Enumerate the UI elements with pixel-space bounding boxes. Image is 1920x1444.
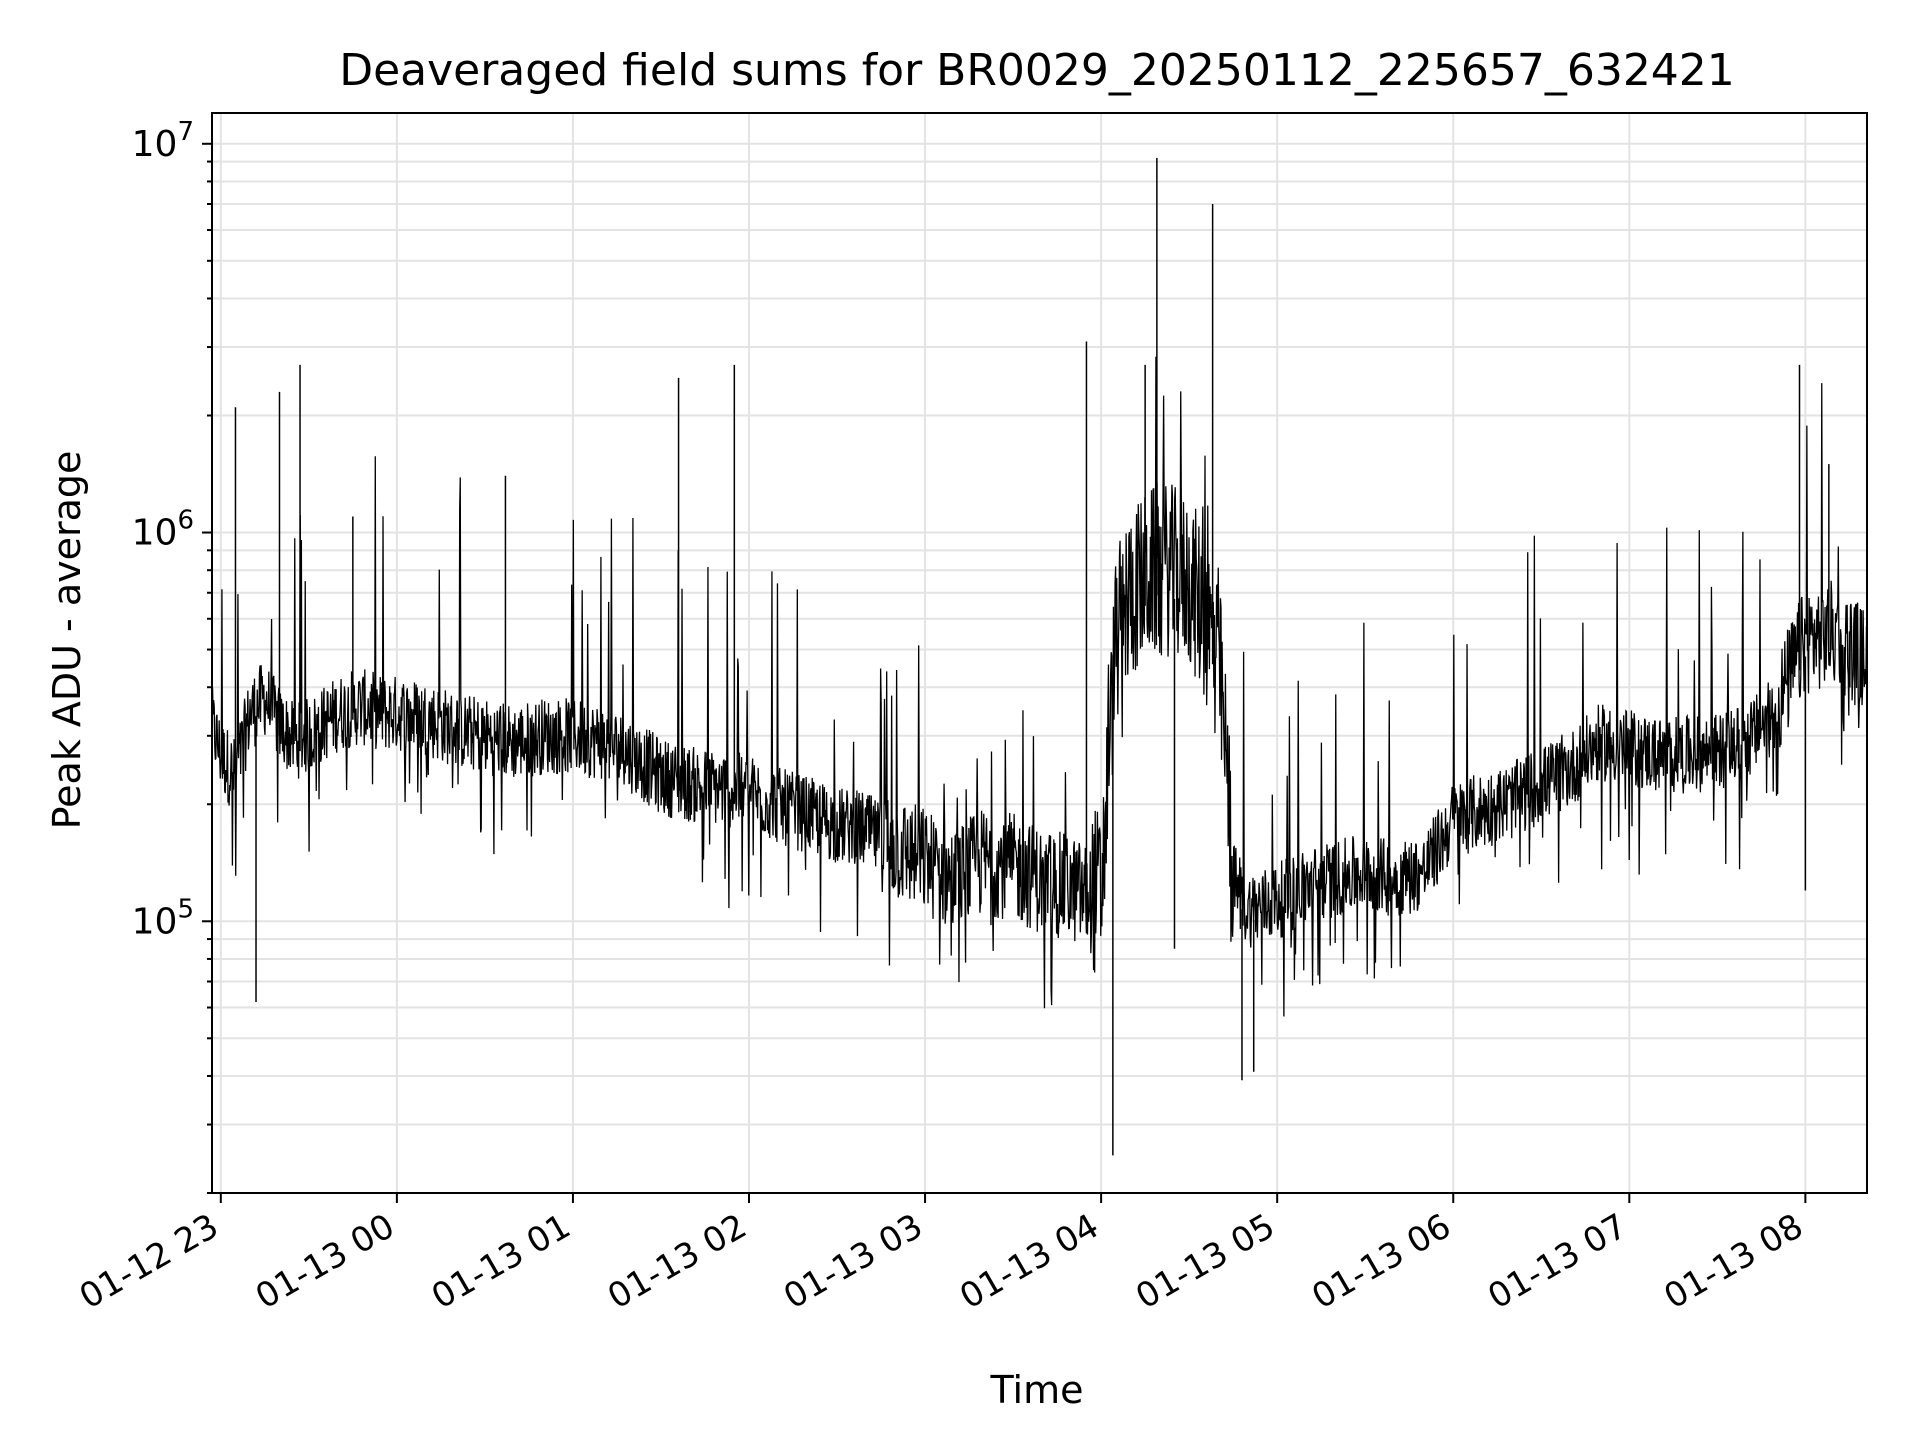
x-axis-label: Time [990,1368,1084,1412]
y-axis: 105 106 107 [132,117,212,1194]
y-tick-label: 105 [132,894,194,942]
y-axis-label: Peak ADU - average [45,451,89,830]
y-tick-label: 107 [132,117,194,165]
series-line [212,356,1867,1017]
plot-area [212,157,1867,1156]
plot-frame [211,112,1868,1194]
y-tick-label: 106 [132,506,194,554]
grid [212,113,1867,1194]
chart-title: Deaveraged field sums for BR0029_2025011… [339,45,1735,96]
